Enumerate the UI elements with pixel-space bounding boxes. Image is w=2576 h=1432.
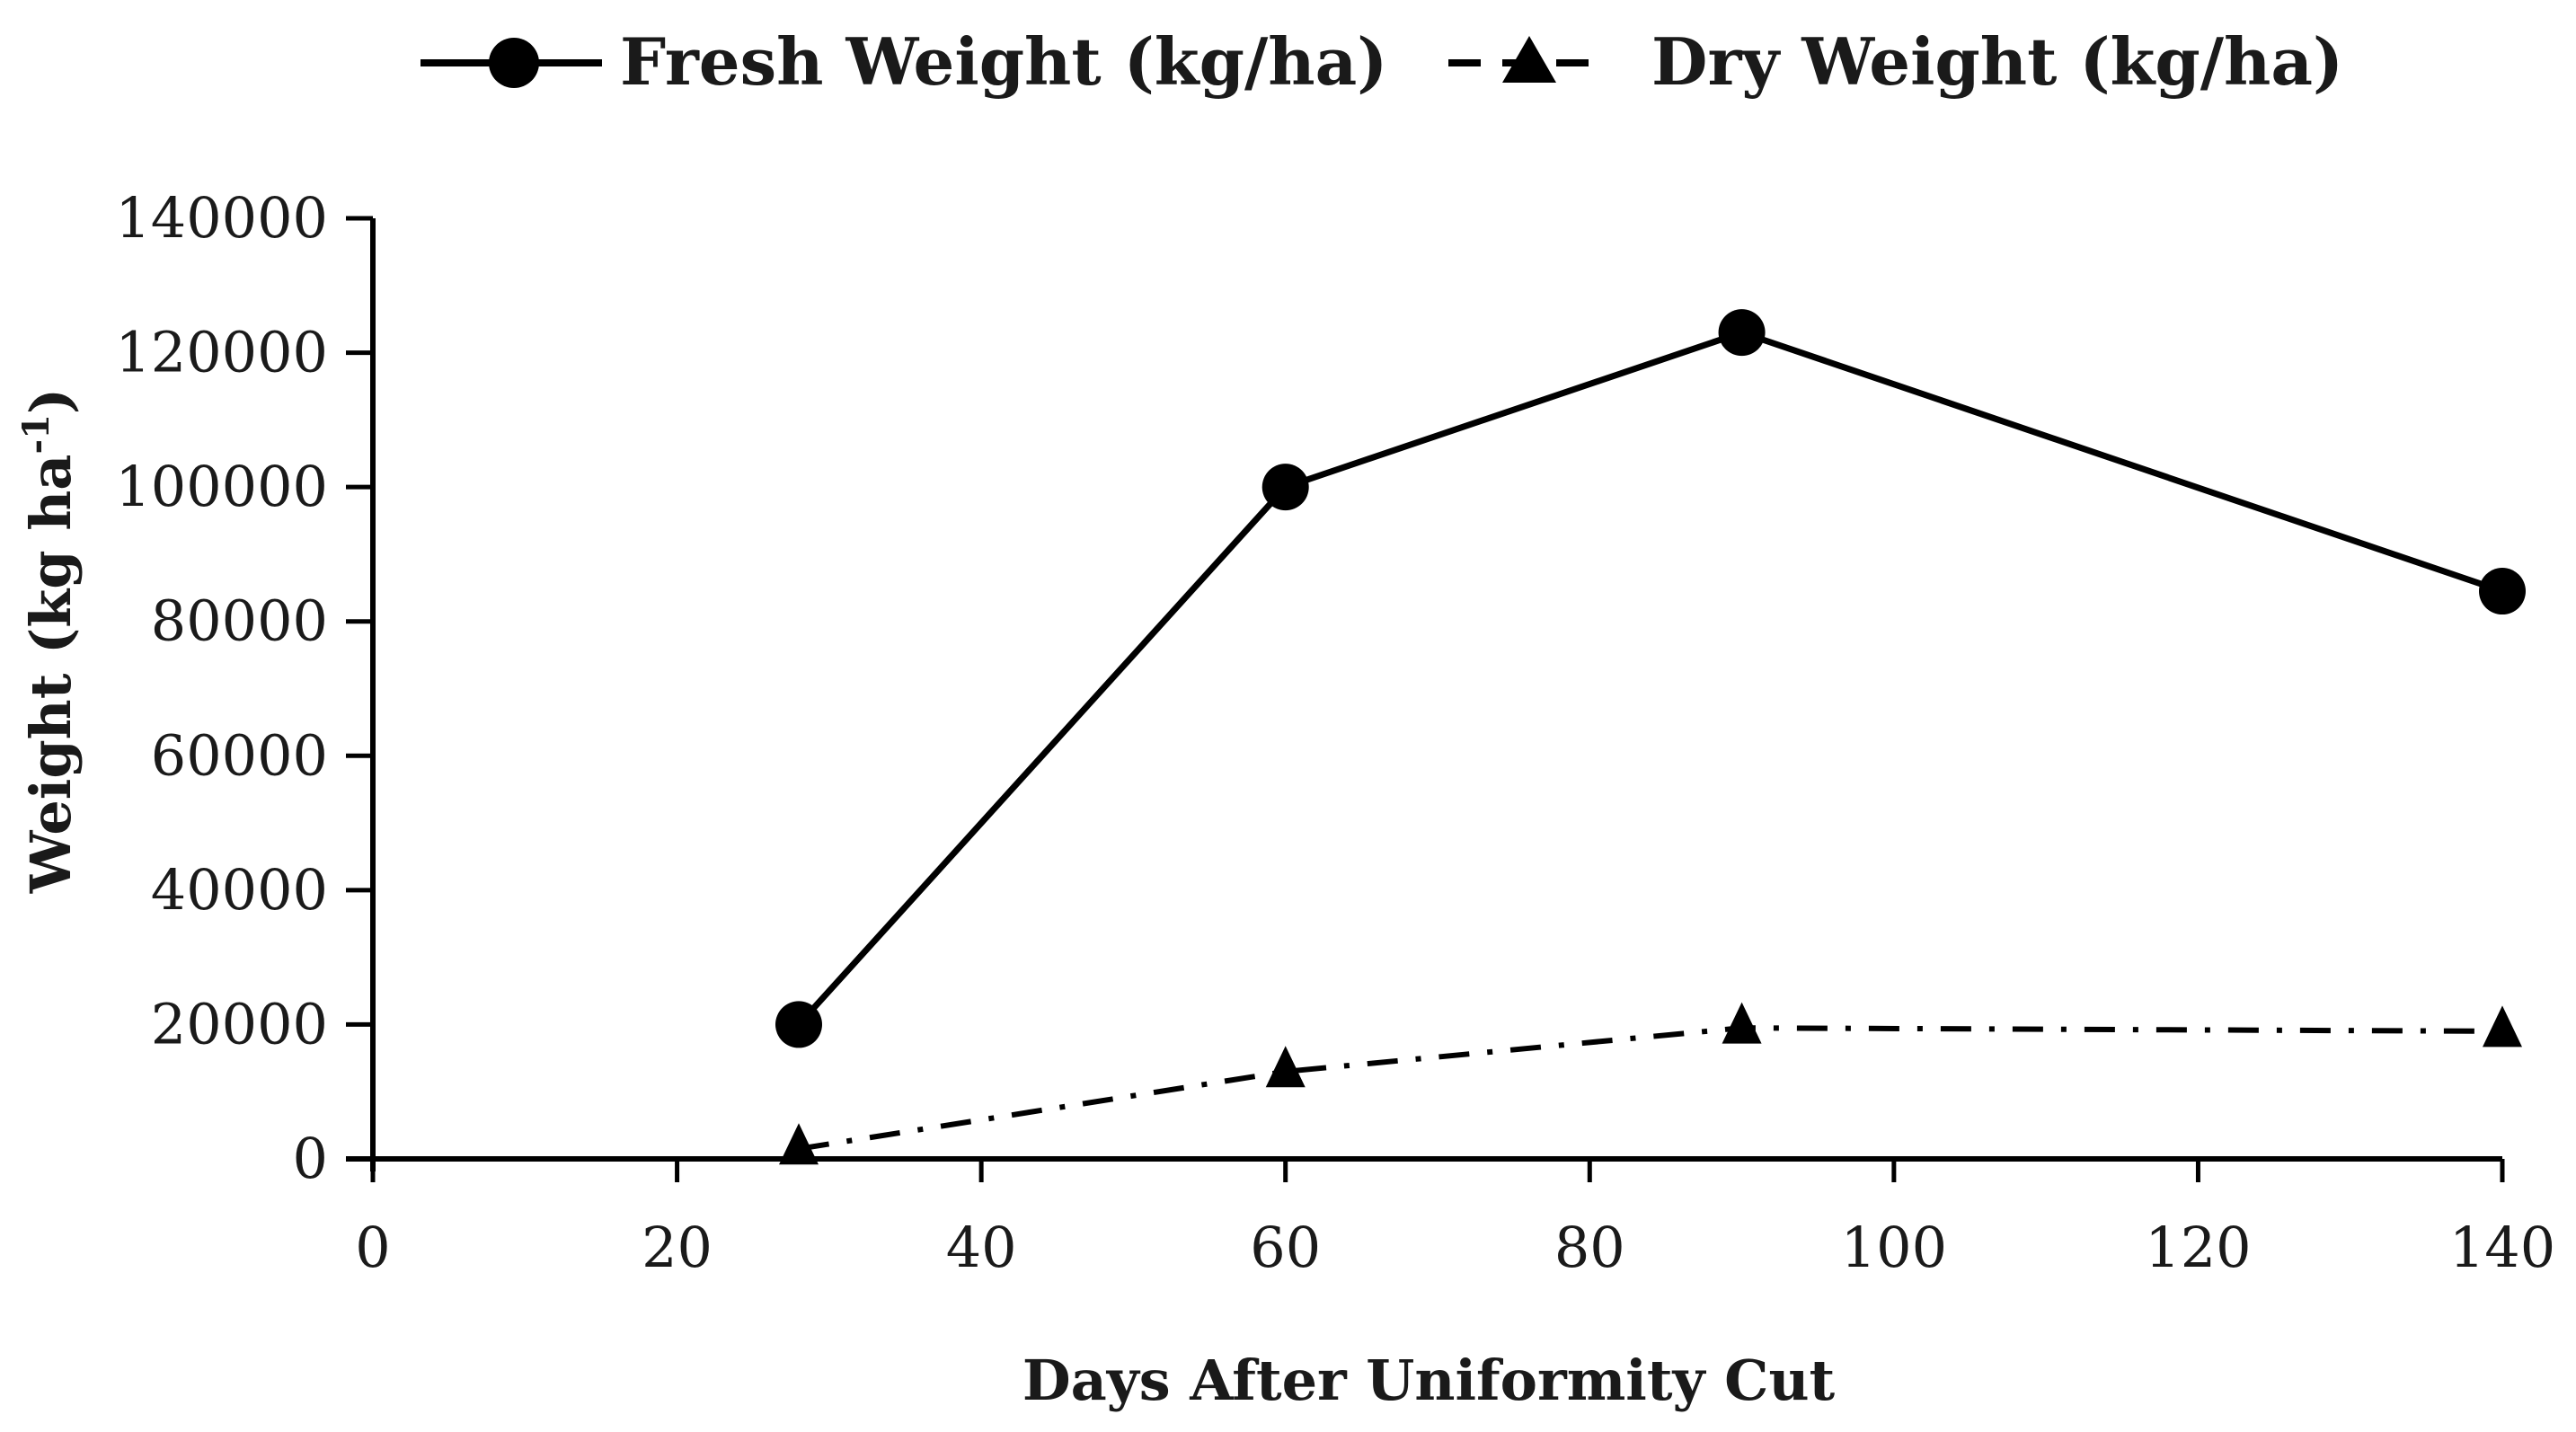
fresh-weight-point	[1718, 309, 1766, 357]
dry-weight-point	[1722, 1002, 1762, 1044]
x-tick-label: 0	[355, 1215, 390, 1280]
x-tick-label: 60	[1250, 1215, 1321, 1280]
legend: Fresh Weight (kg/ha) Dry Weight (kg/ha)	[420, 23, 2343, 100]
x-tick-label: 80	[1554, 1215, 1625, 1280]
y-axis-title-superscript: -1	[15, 414, 58, 454]
dry-weight-point	[2483, 1005, 2522, 1047]
y-axis-title-close: )	[18, 388, 84, 414]
y-tick-label: 120000	[115, 320, 328, 385]
y-tick-label: 0	[293, 1126, 328, 1191]
svg-text:Weight (kg ha-1): Weight (kg ha-1)	[15, 388, 84, 895]
y-tick-label: 100000	[115, 454, 328, 519]
dry-weight-point	[1265, 1046, 1306, 1088]
series-line-dry-weight	[798, 1025, 2503, 1152]
x-axis-title: Days After Uniformity Cut	[1022, 1348, 1836, 1413]
series-layer	[775, 309, 2526, 1165]
legend-dry-label: Dry Weight (kg/ha)	[1651, 23, 2343, 100]
fresh-weight-point	[775, 1001, 822, 1048]
y-tick-label: 140000	[115, 185, 328, 251]
dry-weight-point	[779, 1123, 819, 1165]
y-axis-title: Weight (kg ha-1)	[15, 388, 84, 895]
x-tick-label: 20	[642, 1215, 713, 1280]
x-tick-label: 140	[2449, 1215, 2555, 1280]
x-tick-label: 120	[2145, 1215, 2251, 1280]
y-axis-title-main: Weight (kg ha	[18, 455, 84, 895]
ticks: 0 20000 40000 60000 80000 100000 120000 140000 0…	[115, 185, 2555, 1280]
y-tick-label: 40000	[151, 857, 328, 923]
legend-fresh-marker	[489, 38, 539, 88]
y-tick-label: 20000	[151, 991, 328, 1056]
legend-fresh-label: Fresh Weight (kg/ha)	[620, 23, 1387, 100]
x-tick-label: 40	[946, 1215, 1017, 1280]
x-tick-label: 100	[1841, 1215, 1947, 1280]
y-tick-label: 60000	[151, 722, 328, 788]
fresh-weight-point	[1261, 464, 1309, 511]
legend-dry-marker	[1502, 36, 1556, 83]
fresh-weight-point	[2479, 568, 2526, 615]
series-line-fresh-weight	[796, 329, 2504, 1027]
y-tick-label: 80000	[151, 588, 328, 654]
axes	[346, 218, 2502, 1171]
